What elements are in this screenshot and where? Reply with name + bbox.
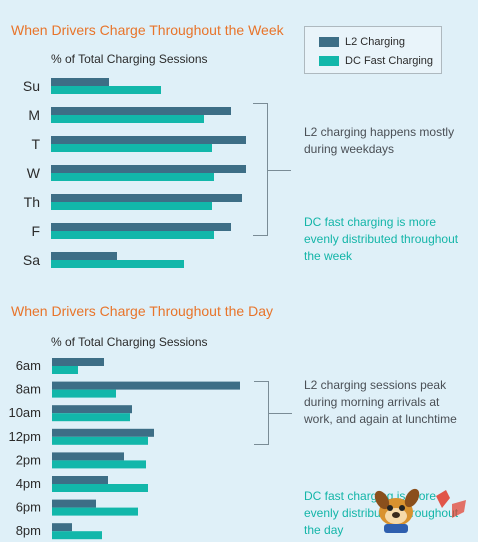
day-l2-note: L2 charging sessions peak during morning… <box>304 378 457 426</box>
bar-dc-6am <box>52 366 78 374</box>
bar-l2-12pm <box>52 428 154 437</box>
bar-dc-t <box>51 144 212 152</box>
week-l2-note: L2 charging happens mostly during weekda… <box>304 125 455 156</box>
category-label-t: T <box>31 136 40 152</box>
category-label-6pm: 6pm <box>16 500 41 515</box>
day-chart-subtitle: % of Total Charging Sessions <box>51 335 208 349</box>
day-bar-chart: 6am 8am 10am 12pm 2pm 4pm 6pm 8pm <box>8 358 240 540</box>
category-label-8am: 8am <box>16 382 41 397</box>
watermark-mascot-icon <box>374 488 466 533</box>
legend: L2 Charging DC Fast Charging <box>304 26 442 74</box>
category-label-12pm: 12pm <box>8 429 41 444</box>
category-label-f: F <box>31 223 40 239</box>
category-label-m: M <box>28 107 40 123</box>
category-label-4pm: 4pm <box>16 476 41 491</box>
bar-l2-8pm <box>52 523 72 532</box>
bar-l2-su <box>51 78 109 86</box>
bar-l2-f <box>51 223 231 231</box>
category-label-sa: Sa <box>23 252 40 268</box>
category-label-8pm: 8pm <box>16 523 41 538</box>
bar-dc-8am <box>52 389 116 398</box>
bar-l2-4pm <box>52 476 108 484</box>
bar-dc-m <box>51 115 204 123</box>
bar-dc-f <box>51 231 214 239</box>
week-bar-chart: Su MTW Th F Sa <box>23 78 246 268</box>
bar-dc-su <box>51 86 161 94</box>
bar-l2-m <box>51 107 231 115</box>
category-label-6am: 6am <box>16 358 41 373</box>
bar-l2-sa <box>51 252 117 260</box>
legend-swatch-l2 <box>319 37 339 47</box>
week-l2-bracket <box>253 103 291 236</box>
category-label-th: Th <box>24 194 40 210</box>
bar-dc-6pm <box>52 507 138 516</box>
bar-l2-10am <box>52 405 132 414</box>
bar-dc-4pm <box>52 484 148 492</box>
bar-dc-sa <box>51 260 184 268</box>
legend-label-l2: L2 Charging <box>345 36 405 48</box>
legend-label-dc: DC Fast Charging <box>345 55 434 67</box>
bar-l2-t <box>51 136 246 144</box>
day-l2-bracket <box>254 381 292 445</box>
bar-l2-6am <box>52 358 104 366</box>
bar-dc-th <box>51 202 212 210</box>
bar-l2-8am <box>52 381 240 390</box>
category-label-w: W <box>27 165 41 181</box>
week-chart-title: When Drivers Charge Throughout the Week <box>11 22 284 38</box>
day-chart-title: When Drivers Charge Throughout the Day <box>11 303 273 319</box>
bar-dc-w <box>51 173 214 181</box>
category-label-10am: 10am <box>8 405 41 420</box>
bar-dc-10am <box>52 413 130 422</box>
day-l2-bracket-tick <box>268 413 292 414</box>
bar-l2-2pm <box>52 452 124 461</box>
legend-swatch-dc <box>319 56 339 66</box>
bar-l2-6pm <box>52 499 96 508</box>
bar-l2-w <box>51 165 246 173</box>
week-chart-subtitle: % of Total Charging Sessions <box>51 52 208 66</box>
category-label-su: Su <box>23 78 40 94</box>
bar-dc-12pm <box>52 436 148 445</box>
category-label-2pm: 2pm <box>16 452 41 467</box>
week-l2-bracket-tick <box>267 169 291 171</box>
bar-dc-8pm <box>52 531 102 540</box>
bar-l2-th <box>51 194 242 202</box>
week-dc-note: DC fast charging is more evenly distribu… <box>304 215 459 263</box>
bar-dc-2pm <box>52 460 146 469</box>
